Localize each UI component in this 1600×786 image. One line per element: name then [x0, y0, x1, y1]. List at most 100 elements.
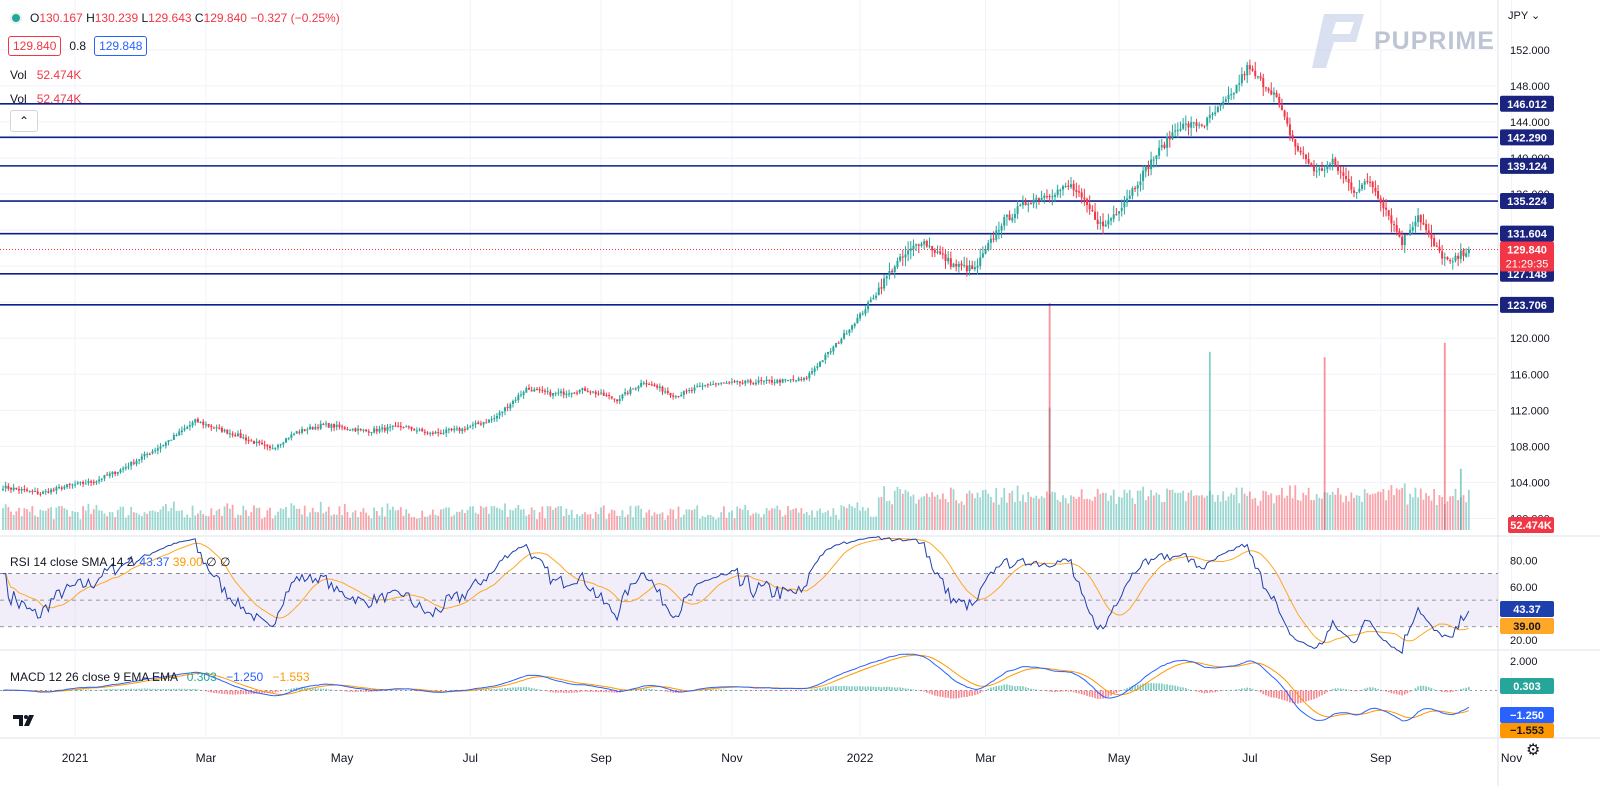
macd-hist-bar — [952, 690, 955, 699]
macd-hist-bar — [968, 690, 971, 697]
macd-hist-bar — [1422, 685, 1425, 691]
volume-bar — [466, 509, 469, 530]
volume-bar — [269, 507, 271, 530]
candle-body — [1070, 184, 1072, 188]
settings-gear-icon[interactable]: ⚙ — [1526, 742, 1541, 759]
candle-body — [610, 396, 613, 399]
volume-bar — [669, 508, 672, 530]
candle-body — [1088, 204, 1091, 210]
volume-bar — [739, 508, 741, 530]
macd-hist-bar — [918, 690, 920, 691]
macd-hist-bar — [789, 690, 792, 691]
macd-hist-bar — [1318, 690, 1321, 697]
volume-bar — [1040, 496, 1043, 530]
candle-body — [1192, 122, 1195, 124]
volume-bar — [1299, 500, 1302, 530]
volume-bar — [1043, 497, 1046, 530]
volume-bar — [12, 514, 15, 530]
volume-bar — [909, 496, 912, 530]
macd-hist-bar — [450, 690, 453, 691]
volume-value: 52.474K — [36, 68, 82, 82]
candle-body — [621, 394, 624, 399]
macd-hist-bar — [747, 690, 749, 691]
macd-hist-bar — [1462, 688, 1465, 691]
volume-bar — [1096, 488, 1099, 530]
volume-bar — [610, 509, 613, 530]
macd-hist-bar — [578, 690, 581, 693]
macd-hist-bar — [261, 690, 263, 694]
candle-body — [680, 395, 683, 397]
volume-bar — [493, 506, 496, 530]
volume-bar — [848, 504, 851, 530]
volume-bar — [293, 505, 295, 530]
volume-bar — [98, 510, 101, 530]
currency-menu[interactable]: JPY ⌄ — [1508, 9, 1540, 22]
candle-body — [1449, 260, 1452, 262]
candle-body — [495, 415, 498, 419]
macd-hist-badge-label: 0.303 — [1513, 681, 1541, 693]
volume-bar — [608, 513, 610, 530]
macd-hist-bar — [384, 690, 386, 691]
volume-bar — [237, 514, 239, 530]
volume-bar — [1120, 497, 1123, 530]
macd-hist-bar — [413, 690, 415, 691]
macd-hist-bar — [1321, 690, 1323, 696]
macd-signal-badge-label: −1.553 — [1510, 725, 1544, 737]
volume-bar — [1427, 495, 1430, 530]
candle-body — [223, 429, 226, 432]
candle-body — [1326, 164, 1329, 170]
volume-bar — [132, 512, 135, 530]
candle-body — [1318, 168, 1321, 171]
candle-body — [1288, 124, 1291, 136]
buy-price-button[interactable]: 129.848 — [94, 36, 148, 56]
time-tick-label: Jul — [463, 751, 478, 765]
volume-bar — [205, 515, 207, 530]
candle-body — [642, 382, 645, 384]
macd-hist-bar — [602, 690, 605, 693]
macd-hist-bar — [376, 690, 378, 692]
macd-hist-bar — [279, 690, 282, 692]
candle-body — [1267, 88, 1270, 91]
volume-bar — [968, 490, 971, 530]
macd-hist-bar — [237, 690, 239, 695]
volume-bar — [66, 509, 68, 530]
volume-bar — [1056, 499, 1059, 530]
collapse-legend-button[interactable]: ⌃ — [10, 110, 38, 132]
volume-bar — [1008, 492, 1011, 530]
candle-body — [1347, 179, 1350, 183]
volume-bar — [947, 502, 950, 530]
macd-hist-bar — [392, 690, 394, 691]
candle-body — [1123, 202, 1126, 208]
candle-body — [1240, 74, 1243, 84]
volume-bar — [114, 517, 117, 530]
tradingview-logo-icon[interactable] — [10, 708, 38, 732]
candle-body — [1443, 257, 1446, 259]
volume-bar — [1382, 488, 1385, 530]
candle-body — [519, 394, 522, 396]
candle-body — [402, 427, 405, 429]
macd-hist-bar — [586, 690, 589, 692]
macd-hist-bar — [1198, 690, 1200, 693]
macd-hist-bar — [453, 689, 456, 691]
candle-body — [68, 483, 71, 485]
volume-bar — [1078, 496, 1080, 530]
macd-hist-bar — [797, 690, 800, 691]
volume-bar — [944, 499, 947, 530]
candle-body — [1406, 234, 1409, 236]
sell-price-button[interactable]: 129.840 — [8, 36, 62, 56]
candle-body — [463, 429, 466, 431]
volume-bar — [648, 509, 651, 530]
volume-value: 52.474K — [36, 92, 82, 106]
volume-bar — [720, 512, 723, 530]
volume-bar — [341, 515, 343, 530]
macd-hist-bar — [1112, 690, 1115, 695]
volume-bar — [221, 515, 223, 530]
volume-bar — [31, 506, 34, 530]
volume-bar — [39, 509, 42, 530]
volume-bar — [984, 489, 987, 530]
candle-body — [162, 445, 165, 447]
candle-body — [1003, 217, 1006, 226]
volume-bar — [637, 505, 640, 530]
volume-bar — [752, 513, 755, 530]
